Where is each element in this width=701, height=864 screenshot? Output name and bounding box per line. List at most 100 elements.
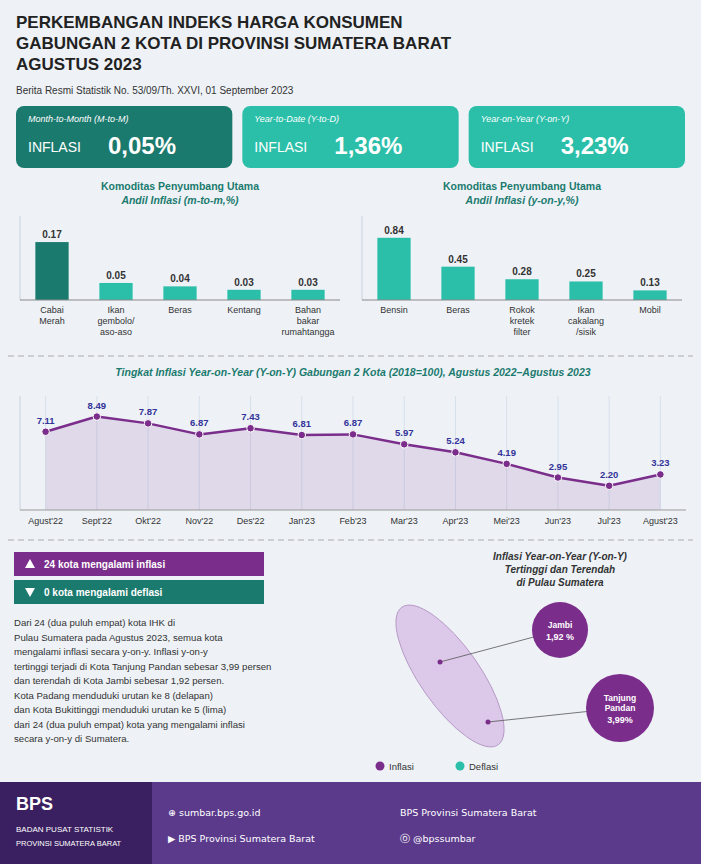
x-tick-label: Jul'23 [598,516,621,526]
bar-chart: Komoditas Penyumbang UtamaAndil Inflasi … [20,180,340,337]
bar [227,290,260,300]
x-axis-line [362,300,682,301]
indicator-value: 0,05% [108,132,176,159]
bars [35,242,324,300]
x-tick-label: CabaiMerah [39,305,65,326]
indicator: Year-on-Year (Y-on-Y)INFLASI3,23% [469,106,685,168]
point [196,431,204,439]
x-tick-label: Agust'23 [643,516,678,526]
island [377,590,523,762]
divider [8,355,693,356]
page-title: GABUNGAN 2 KOTA DI PROVINSI SUMATERA BAR… [16,34,452,53]
data-label: 5.97 [395,427,414,438]
data-label: 8.49 [88,400,107,411]
indicator-label: Year-to-Date (Y-to-D) [254,114,339,124]
bar [163,286,196,300]
data-label: 6.87 [344,417,363,428]
bar [633,290,666,300]
x-tick-label: Sept'22 [82,516,112,526]
x-tick-label: Beras [168,305,192,315]
indicator-box [16,106,232,168]
bar [99,283,132,300]
x-axis-line [20,510,686,511]
count-box: 0 kota mengalami deflasi [14,580,264,604]
data-label: 2.95 [549,461,568,472]
point [503,460,511,468]
count-box: 24 kota mengalami inflasi [14,552,264,576]
indicator: Month-to-Month (M-to-M)INFLASI0,05% [16,106,232,168]
map-annotation: Jambi 1,92 % [438,602,589,665]
description: Dari 24 (dua puluh empat) kota IHK diPul… [14,617,271,744]
count-box-bg [14,580,264,604]
x-tick-label: Agust'22 [28,516,63,526]
map-key-dot [376,762,385,771]
footer: BPS BADAN PUSAT STATISTIK PROVINSI SUMATER… [0,782,701,864]
footer-brand: PROVINSI SUMATERA BARAT [16,839,122,848]
map-key-label: Inflasi [389,761,414,772]
divider [8,539,693,540]
footer-link: BPS Provinsi Sumatera Barat [400,807,537,818]
data-label: 0.28 [512,266,532,277]
indicator-box [469,106,685,168]
point [605,482,613,490]
point [452,449,460,457]
line-marks [42,413,664,510]
indicator-box [242,106,458,168]
indicator-label: Month-to-Month (M-to-M) [28,114,129,124]
data-label: 0.04 [170,273,190,284]
x-axis-line [20,300,340,301]
x-tick-label: Apr'23 [443,516,469,526]
indicator-value: 1,36% [334,132,402,159]
point [400,440,408,448]
data-label: 0.13 [640,277,660,288]
x-tick-label: Feb'23 [339,516,366,526]
indicator-value: 3,23% [561,132,629,159]
count-text: 0 kota mengalami deflasi [44,587,163,598]
page-title: PERKEMBANGAN INDEKS HARGA KONSUMEN [16,13,403,32]
point [554,474,562,482]
x-tick-label: Mobil [639,305,661,315]
data-label: 0.25 [576,268,596,279]
footer-panel [0,782,152,864]
map-bubble [586,674,654,742]
bar [569,281,602,300]
footer-brand: BPS [16,794,53,814]
data-label: 3.23 [651,457,670,468]
x-tick-label: Bahanbakarrumahtangga [281,305,334,337]
point [298,431,306,439]
map-spot [486,720,491,725]
line-chart: Tingkat Inflasi Year-on-Year (Y-on-Y) Ga… [20,366,686,526]
footer-brand: BADAN PUSAT STATISTIK [16,825,114,834]
background [0,0,701,864]
map-value: 3,99% [607,715,633,725]
x-tick-label: Mei'23 [494,516,520,526]
data-label: 0.05 [106,270,126,281]
data-label: 5.24 [446,435,465,446]
data-label: 0.03 [234,277,254,288]
count-text: 24 kota mengalami inflasi [44,559,165,570]
map: Inflasi Year-on-Year (Y-on-Y)Tertinggi d… [376,551,655,772]
bar-chart: Komoditas Penyumbang UtamaAndil Inflasi … [362,180,682,337]
page-title: AGUSTUS 2023 [16,55,142,74]
footer-link: ▶ BPS Provinsi Sumatera Barat [168,833,315,844]
footer-link: ⓞ @bpssumbar [400,833,476,844]
indicator: Year-to-Date (Y-to-D)INFLASI1,36% [242,106,458,168]
map-value: 1,92 % [546,632,574,642]
point [93,413,101,421]
bar [377,238,410,300]
data-label: 7.43 [241,411,260,422]
count-marker [25,559,35,568]
map-key-label: Deflasi [469,761,498,772]
point [657,471,665,479]
chart-subtitle: Andil Inflasi (y-on-y,%) [465,194,579,206]
point [42,428,50,436]
count-box-bg [14,552,264,576]
map-title: Inflasi Year-on-Year (Y-on-Y)Tertinggi d… [493,551,628,588]
data-label: 0.45 [448,254,468,265]
x-tick-label: Ikangembolo/aso-aso [97,305,135,337]
bar [441,267,474,300]
y-axis-line [20,396,21,510]
data-label: 0.17 [42,229,62,240]
data-label: 0.84 [384,225,404,236]
map-label: Jambi [548,620,573,630]
